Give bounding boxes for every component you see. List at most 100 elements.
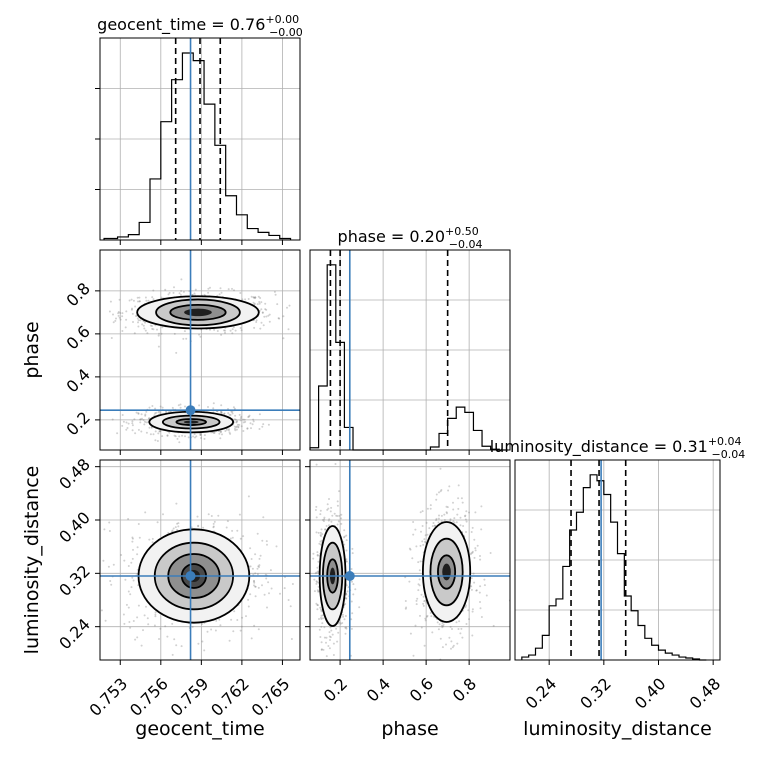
sample-point	[254, 296, 257, 299]
sample-point	[461, 636, 464, 639]
hist-luminosity_distance-step-line	[521, 474, 707, 661]
sample-point	[323, 516, 326, 519]
xaxis-label-phase: phase	[381, 718, 438, 740]
sample-point	[316, 566, 319, 569]
sample-point	[159, 412, 162, 415]
sample-point	[319, 543, 322, 546]
sample-point	[257, 565, 260, 568]
sample-point	[165, 410, 168, 413]
sample-point	[327, 645, 330, 647]
sample-point	[322, 648, 325, 651]
sample-point	[452, 644, 455, 647]
sample-point	[419, 614, 421, 617]
sample-point	[330, 629, 333, 632]
sample-point	[418, 569, 421, 572]
sample-point	[254, 572, 257, 575]
sample-point	[224, 430, 227, 432]
sample-point	[421, 525, 424, 527]
sample-point	[155, 411, 158, 414]
xaxis-label-geocent_time: geocent_time	[135, 718, 264, 740]
sample-point	[235, 426, 237, 429]
sample-point	[344, 615, 347, 617]
sample-point	[432, 522, 435, 524]
sample-point	[460, 627, 463, 630]
sample-point	[424, 617, 427, 620]
title-upper: +0.04	[708, 435, 742, 448]
sample-point	[226, 520, 229, 523]
sample-point	[137, 428, 140, 431]
sample-point	[239, 419, 242, 422]
sample-point	[267, 581, 270, 584]
sample-point	[421, 510, 424, 513]
sample-point	[199, 433, 202, 436]
sample-point	[148, 406, 151, 409]
sample-point	[157, 411, 160, 414]
sample-point	[414, 528, 417, 531]
sample-point	[343, 535, 346, 538]
sample-point	[132, 299, 135, 302]
sample-point	[320, 528, 323, 531]
joint-geocent_time-luminosity_distance-ytick-label-3: 0.48	[55, 455, 94, 494]
sample-point	[195, 435, 198, 438]
sample-point	[231, 536, 234, 539]
sample-point	[450, 640, 453, 643]
sample-point	[132, 579, 135, 582]
sample-point	[136, 553, 139, 556]
sample-point	[252, 418, 255, 421]
sample-point	[234, 414, 237, 417]
sample-point	[149, 324, 152, 327]
joint-geocent_time-phase-ytick-label-3: 0.8	[62, 279, 93, 310]
sample-point	[424, 540, 426, 543]
sample-point	[115, 317, 117, 320]
sample-point	[317, 570, 319, 573]
sample-point	[121, 315, 124, 318]
sample-point	[243, 418, 246, 421]
sample-point	[143, 420, 146, 423]
sample-point	[328, 518, 331, 521]
sample-point	[352, 593, 355, 596]
sample-point	[180, 290, 183, 292]
sample-point	[260, 301, 263, 304]
sample-point	[131, 312, 134, 315]
sample-point	[324, 528, 327, 531]
sample-point	[267, 314, 270, 317]
sample-point	[258, 428, 261, 430]
sample-point	[489, 552, 492, 554]
sample-point	[229, 537, 232, 540]
sample-point	[473, 538, 476, 541]
sample-point	[140, 430, 143, 433]
sample-point	[474, 511, 477, 514]
sample-point	[480, 528, 483, 531]
sample-point	[483, 578, 486, 581]
sample-point	[138, 296, 141, 299]
sample-point	[404, 607, 407, 610]
sample-point	[479, 585, 482, 588]
sample-point	[241, 298, 244, 301]
sample-point	[219, 430, 222, 433]
sample-point	[467, 609, 470, 612]
sample-point	[429, 504, 432, 507]
sample-point	[225, 428, 228, 431]
sample-point	[152, 289, 155, 292]
sample-point	[136, 296, 139, 299]
sample-point	[224, 331, 226, 334]
sample-point	[146, 332, 149, 335]
hist-phase-group	[309, 249, 511, 455]
sample-point	[177, 522, 180, 525]
sample-point	[198, 404, 201, 407]
sample-point	[418, 578, 421, 581]
sample-point	[264, 308, 267, 311]
sample-point	[179, 406, 182, 409]
sample-point	[452, 508, 455, 511]
sample-point	[343, 618, 346, 621]
sample-point	[125, 428, 128, 431]
sample-point	[117, 312, 120, 315]
sample-point	[193, 292, 196, 295]
sample-point	[136, 317, 139, 320]
sample-point	[412, 533, 415, 536]
sample-point	[150, 426, 153, 429]
sample-point	[164, 625, 167, 628]
sample-point	[316, 581, 319, 584]
sample-point	[345, 560, 348, 563]
sample-point	[159, 627, 162, 630]
